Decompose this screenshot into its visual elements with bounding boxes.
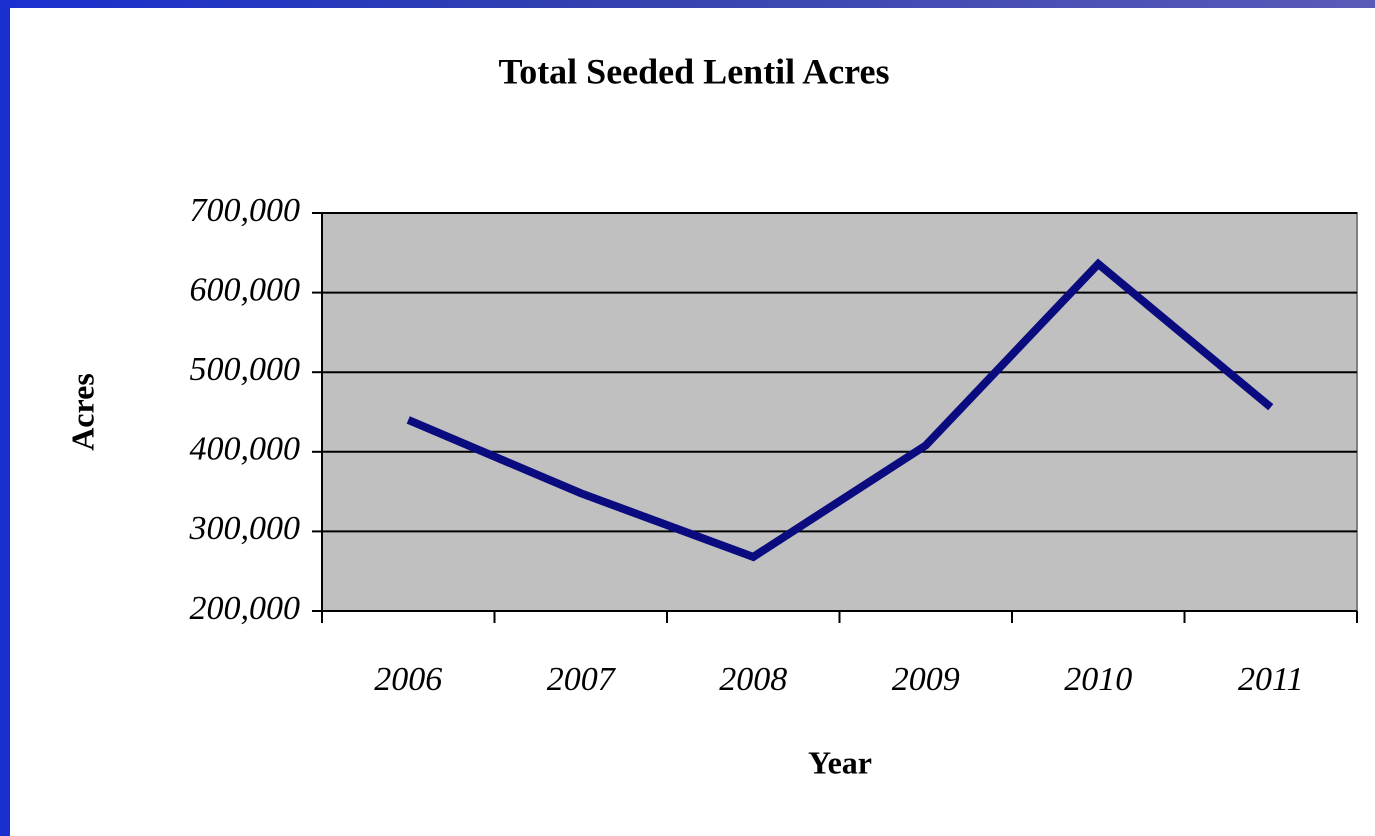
- y-tick-label: 700,000: [190, 192, 301, 229]
- y-tick-label: 600,000: [190, 271, 301, 308]
- y-tick-label: 300,000: [189, 510, 301, 547]
- x-tick-label: 2011: [1238, 661, 1303, 698]
- x-axis-label: Year: [808, 744, 872, 780]
- line-series: [406, 258, 1274, 562]
- x-tick-label: 2010: [1064, 661, 1132, 698]
- y-tick-label: 400,000: [190, 431, 301, 468]
- chart-title: Total Seeded Lentil Acres: [498, 51, 889, 91]
- x-tick-label: 2007: [547, 661, 617, 698]
- x-tick-label: 2009: [892, 661, 960, 698]
- y-tick-label: 500,000: [190, 351, 301, 388]
- plot-area: [321, 212, 1358, 612]
- y-axis-label: Acres: [64, 373, 100, 451]
- x-tick-label: 2008: [719, 661, 787, 698]
- y-tick-label: 200,000: [190, 590, 301, 627]
- x-tick-label: 2006: [374, 661, 442, 698]
